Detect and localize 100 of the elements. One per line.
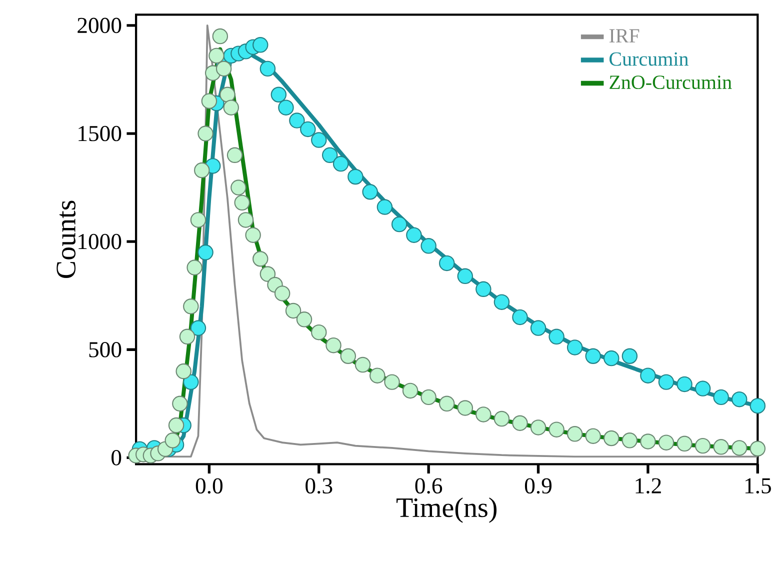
point [530,420,546,436]
point [354,357,371,373]
point [622,432,638,448]
legend-label: ZnO-Curcumin [610,76,732,90]
point [370,368,386,384]
point [252,251,268,267]
x-tick-label: 0.6 [415,478,442,494]
point [585,428,601,444]
point [548,329,564,345]
point [216,61,232,77]
point [168,418,184,434]
x-tick-label: 0.9 [524,478,552,494]
point [223,100,239,116]
point [384,374,400,390]
point [172,396,188,412]
point [164,432,180,448]
point [658,374,674,390]
point [512,310,528,326]
point [230,180,246,196]
point [326,338,342,354]
y-tick-label: 1000 [78,234,122,250]
point [494,294,510,310]
legend-label: Curcumin [610,52,688,66]
point [494,411,510,427]
point [285,303,302,319]
point [713,439,729,455]
point [457,400,474,416]
point [694,438,711,454]
point [252,37,268,54]
point [566,340,583,356]
point [176,364,192,380]
point [322,147,338,164]
point [713,390,729,406]
point [585,348,601,364]
y-tick-label: 0 [112,450,122,466]
point [260,61,276,77]
point [183,374,199,390]
point [183,298,199,315]
x-tick-label: 0.0 [196,478,223,494]
point [676,436,692,452]
point [300,122,316,138]
point [391,216,408,232]
point [198,126,214,142]
point [190,212,206,228]
legend-label: IRF [609,29,640,43]
point [208,48,224,64]
point [376,199,393,216]
point [476,281,492,298]
point [311,132,327,148]
point [311,324,327,340]
x-tick-label: 0.3 [306,478,332,494]
point [190,320,206,336]
point [512,415,528,432]
point [604,350,620,366]
point [406,227,422,244]
point [658,434,674,451]
point [420,238,436,254]
point [694,380,711,397]
point [402,383,418,399]
point [201,93,218,110]
y-tick-label: 500 [89,342,122,358]
point [179,329,196,345]
point [186,260,202,276]
point [289,112,305,129]
point [194,162,210,178]
y-tick-label: 2000 [78,18,122,34]
point [438,396,455,412]
point [278,100,294,116]
point [270,86,287,103]
point [476,406,492,423]
point [566,426,583,442]
point [457,268,474,284]
point [530,320,546,336]
point [245,227,261,244]
point [260,266,276,282]
y-axis-title: Counts [56,200,76,278]
point [420,390,436,406]
x-axis-title: Time(ns) [396,498,496,524]
point [732,440,748,456]
point [622,348,638,364]
point [348,169,364,185]
point [296,312,312,328]
point [362,184,378,200]
point [198,244,214,260]
point [212,28,228,44]
point [238,212,254,228]
point [274,286,290,302]
point [340,348,356,364]
y-tick-label: 1500 [78,126,122,142]
x-tick-label: 1.5 [745,478,771,494]
point [732,392,748,408]
point [234,195,250,211]
point [332,156,349,172]
point [640,368,656,384]
point [676,376,692,392]
point [438,256,455,272]
point [220,86,236,103]
point [226,147,243,164]
point [604,430,620,446]
point [548,422,564,438]
